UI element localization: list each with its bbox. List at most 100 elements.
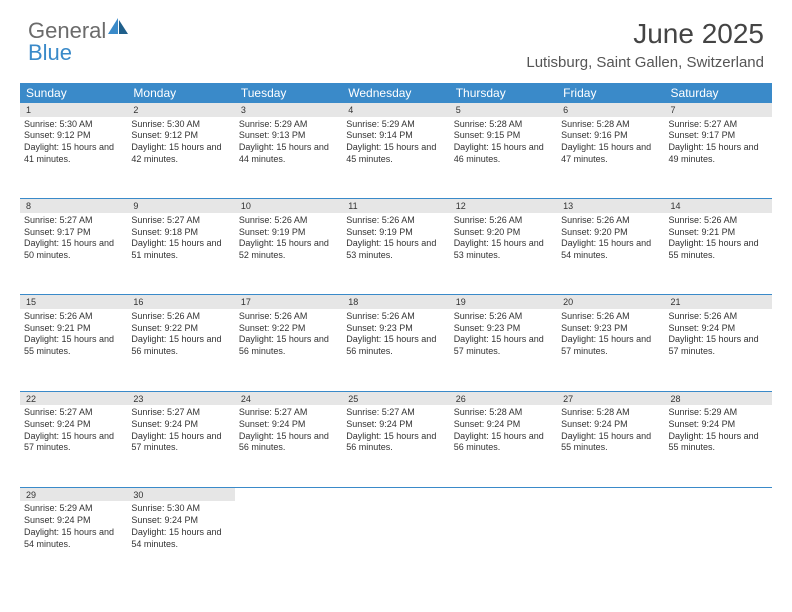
sunset-text: Sunset: 9:24 PM — [131, 515, 230, 527]
daylight-text: Daylight: 15 hours and 53 minutes. — [454, 238, 553, 261]
day-content-row: Sunrise: 5:29 AM Sunset: 9:24 PM Daylight:… — [20, 501, 772, 583]
title-block: June 2025 Lutisburg, Saint Gallen, Switz… — [526, 18, 764, 71]
sunset-text: Sunset: 9:24 PM — [454, 419, 553, 431]
day-number-cell: 3 — [235, 103, 342, 117]
day-content-row: Sunrise: 5:27 AMSunset: 9:24 PMDaylight:… — [20, 405, 772, 487]
day-number: 21 — [671, 297, 681, 307]
sunrise-text: Sunrise: 5:27 AM — [669, 119, 768, 131]
day-number-cell: 25 — [342, 391, 449, 405]
sunset-text: Sunset: 9:24 PM — [669, 323, 768, 335]
day-cell: Sunrise: 5:26 AMSunset: 9:19 PMDaylight:… — [342, 213, 449, 295]
daylight-text: Daylight: 15 hours and 49 minutes. — [669, 142, 768, 165]
day-number: 23 — [133, 394, 143, 404]
day-cell: Sunrise: 5:27 AMSunset: 9:17 PMDaylight:… — [665, 117, 772, 199]
day-cell: Sunrise: 5:27 AMSunset: 9:18 PMDaylight:… — [127, 213, 234, 295]
calendar-table: Sunday Monday Tuesday Wednesday Thursday… — [20, 83, 772, 583]
daylight-text: Daylight: 15 hours and 54 minutes. — [561, 238, 660, 261]
day-number-cell: 27 — [557, 391, 664, 405]
sunset-text: Sunset: 9:12 PM — [24, 130, 123, 142]
day-number-row: 2930 — [20, 487, 772, 501]
sunset-text: Sunset: 9:21 PM — [24, 323, 123, 335]
sunrise-text: Sunrise: 5:26 AM — [24, 311, 123, 323]
day-number-cell: 2 — [127, 103, 234, 117]
day-cell — [665, 501, 772, 583]
daylight-text: Daylight: 15 hours and 50 minutes. — [24, 238, 123, 261]
day-number-cell: 21 — [665, 295, 772, 309]
sunset-text: Sunset: 9:20 PM — [561, 227, 660, 239]
day-number: 26 — [456, 394, 466, 404]
day-number: 30 — [133, 490, 143, 500]
day-cell: Sunrise: 5:29 AMSunset: 9:24 PMDaylight:… — [20, 501, 127, 583]
weekday-header-row: Sunday Monday Tuesday Wednesday Thursday… — [20, 83, 772, 103]
sunset-text: Sunset: 9:17 PM — [24, 227, 123, 239]
daylight-text: Daylight: 15 hours and 56 minutes. — [346, 431, 445, 454]
day-cell: Sunrise: 5:26 AMSunset: 9:20 PMDaylight:… — [450, 213, 557, 295]
daylight-text: Daylight: 15 hours and 55 minutes. — [669, 238, 768, 261]
sunset-text: Sunset: 9:24 PM — [346, 419, 445, 431]
day-number: 3 — [241, 105, 246, 115]
sunrise-text: Sunrise: 5:29 AM — [346, 119, 445, 131]
day-number: 12 — [456, 201, 466, 211]
day-number-row: 22232425262728 — [20, 391, 772, 405]
sunrise-text: Sunrise: 5:26 AM — [131, 311, 230, 323]
day-number-cell: 4 — [342, 103, 449, 117]
day-number-cell: 13 — [557, 199, 664, 213]
day-number-cell: 18 — [342, 295, 449, 309]
daylight-text: Daylight: 15 hours and 57 minutes. — [24, 431, 123, 454]
day-number-cell: 23 — [127, 391, 234, 405]
day-cell: Sunrise: 5:26 AMSunset: 9:22 PMDaylight:… — [127, 309, 234, 391]
sunset-text: Sunset: 9:18 PM — [131, 227, 230, 239]
daylight-text: Daylight: 15 hours and 56 minutes. — [239, 431, 338, 454]
sunrise-text: Sunrise: 5:30 AM — [24, 119, 123, 131]
day-cell: Sunrise: 5:28 AMSunset: 9:15 PMDaylight:… — [450, 117, 557, 199]
sunset-text: Sunset: 9:24 PM — [561, 419, 660, 431]
weekday-monday: Monday — [127, 83, 234, 103]
sunrise-text: Sunrise: 5:26 AM — [669, 215, 768, 227]
sunset-text: Sunset: 9:22 PM — [239, 323, 338, 335]
day-number: 22 — [26, 394, 36, 404]
day-number: 1 — [26, 105, 31, 115]
day-number: 16 — [133, 297, 143, 307]
day-number-cell: 19 — [450, 295, 557, 309]
day-cell: Sunrise: 5:26 AMSunset: 9:22 PMDaylight:… — [235, 309, 342, 391]
sunrise-text: Sunrise: 5:26 AM — [669, 311, 768, 323]
day-cell: Sunrise: 5:26 AMSunset: 9:21 PMDaylight:… — [20, 309, 127, 391]
sunrise-text: Sunrise: 5:26 AM — [346, 215, 445, 227]
day-number: 11 — [348, 201, 357, 211]
sunrise-text: Sunrise: 5:29 AM — [24, 503, 123, 515]
weekday-wednesday: Wednesday — [342, 83, 449, 103]
sunset-text: Sunset: 9:20 PM — [454, 227, 553, 239]
daylight-text: Daylight: 15 hours and 54 minutes. — [24, 527, 123, 550]
day-number-cell — [557, 487, 664, 501]
day-number-cell: 11 — [342, 199, 449, 213]
day-content-row: Sunrise: 5:27 AMSunset: 9:17 PMDaylight:… — [20, 213, 772, 295]
day-number: 14 — [671, 201, 681, 211]
day-number-cell: 17 — [235, 295, 342, 309]
day-cell: Sunrise: 5:27 AMSunset: 9:17 PMDaylight:… — [20, 213, 127, 295]
sunrise-text: Sunrise: 5:26 AM — [454, 215, 553, 227]
day-number-cell: 24 — [235, 391, 342, 405]
sunset-text: Sunset: 9:24 PM — [669, 419, 768, 431]
day-number: 18 — [348, 297, 358, 307]
weekday-friday: Friday — [557, 83, 664, 103]
day-content-row: Sunrise: 5:26 AMSunset: 9:21 PMDaylight:… — [20, 309, 772, 391]
sunset-text: Sunset: 9:21 PM — [669, 227, 768, 239]
daylight-text: Daylight: 15 hours and 57 minutes. — [131, 431, 230, 454]
day-cell: Sunrise: 5:27 AMSunset: 9:24 PMDaylight:… — [235, 405, 342, 487]
sunset-text: Sunset: 9:24 PM — [24, 419, 123, 431]
day-number-cell: 9 — [127, 199, 234, 213]
location-text: Lutisburg, Saint Gallen, Switzerland — [526, 54, 764, 71]
daylight-text: Daylight: 15 hours and 47 minutes. — [561, 142, 660, 165]
day-cell: Sunrise: 5:26 AMSunset: 9:20 PMDaylight:… — [557, 213, 664, 295]
day-cell — [342, 501, 449, 583]
daylight-text: Daylight: 15 hours and 57 minutes. — [561, 334, 660, 357]
sunrise-text: Sunrise: 5:30 AM — [131, 503, 230, 515]
sunset-text: Sunset: 9:19 PM — [239, 227, 338, 239]
day-cell: Sunrise: 5:26 AMSunset: 9:19 PMDaylight:… — [235, 213, 342, 295]
daylight-text: Daylight: 15 hours and 55 minutes. — [669, 431, 768, 454]
sunset-text: Sunset: 9:24 PM — [131, 419, 230, 431]
day-cell: Sunrise: 5:26 AMSunset: 9:21 PMDaylight:… — [665, 213, 772, 295]
sunset-text: Sunset: 9:17 PM — [669, 130, 768, 142]
daylight-text: Daylight: 15 hours and 46 minutes. — [454, 142, 553, 165]
weekday-saturday: Saturday — [665, 83, 772, 103]
